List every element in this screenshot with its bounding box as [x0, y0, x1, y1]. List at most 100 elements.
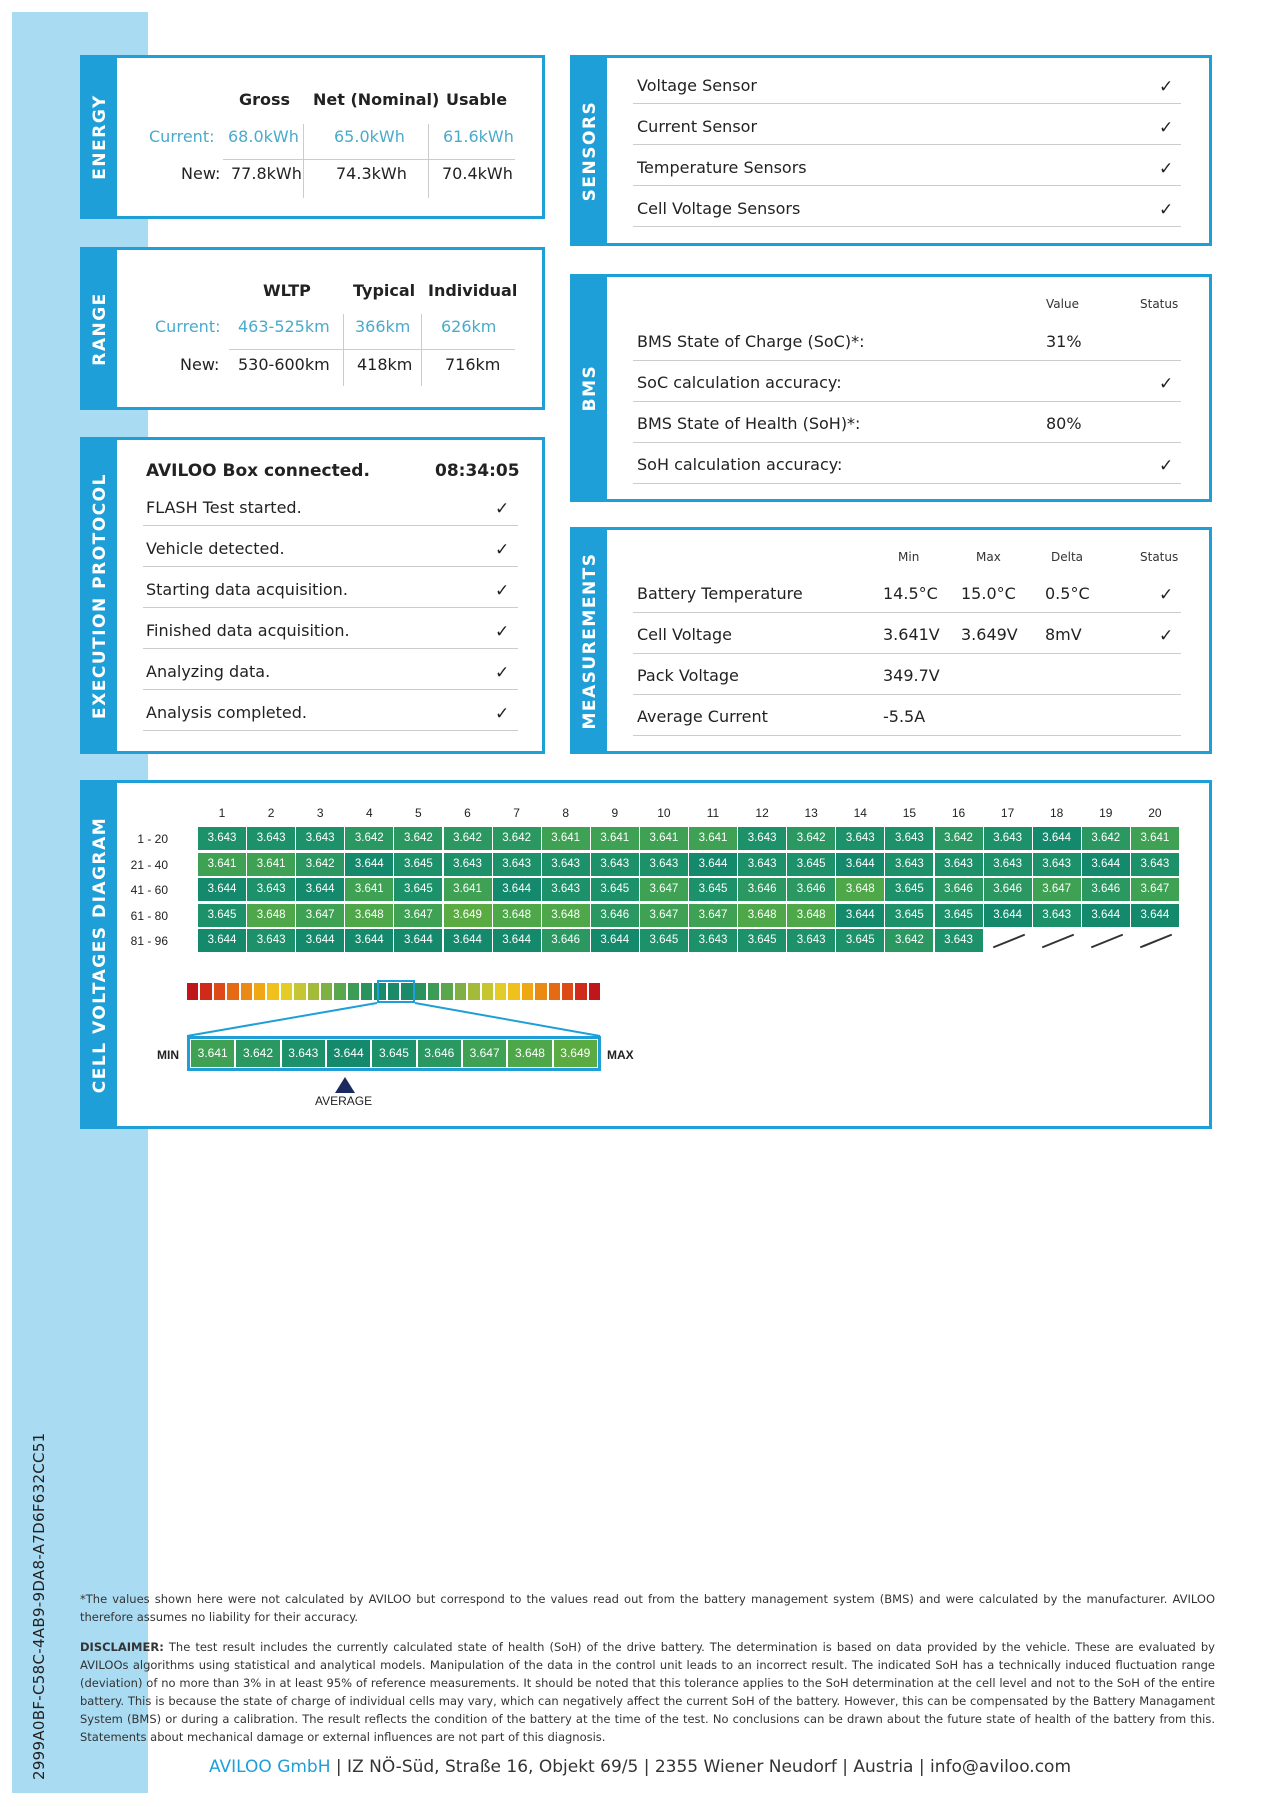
cell-voltage: 3.643: [443, 852, 492, 876]
column-header: 1: [218, 806, 226, 820]
footer-address: | IZ NÖ-Süd, Straße 16, Objekt 69/5 | 23…: [330, 1757, 1072, 1777]
range-current-typical: 366km: [355, 317, 411, 336]
cell-voltage: 3.644: [836, 852, 885, 876]
cell-voltage: 3.644: [689, 852, 737, 876]
cell-voltage: 3.642: [296, 852, 345, 876]
divider: [633, 653, 1181, 654]
cell-voltage: 3.645: [738, 929, 787, 952]
cell-voltage: 3.641: [345, 878, 394, 901]
bms-row-label: SoH calculation accuracy:: [637, 455, 843, 474]
gradient-segment: [347, 983, 360, 1000]
cell-voltage: 3.643: [1130, 852, 1179, 876]
cell-voltage: 3.644: [345, 929, 394, 952]
energy-new-net: 74.3kWh: [336, 164, 407, 183]
check-icon: ✓: [1159, 456, 1174, 476]
column-header: 5: [415, 806, 422, 820]
range-header-wltp: WLTP: [263, 281, 311, 300]
column-header: 7: [513, 806, 520, 820]
cell-voltage: 3.648: [247, 903, 296, 927]
cell-voltage: 3.648: [541, 903, 590, 927]
execution-step: Starting data acquisition.: [146, 580, 348, 599]
cell-voltage: 3.646: [787, 878, 836, 901]
measurement-label: Pack Voltage: [637, 666, 739, 685]
meas-col-max: Max: [976, 550, 1001, 564]
execution-step: Analyzing data.: [146, 662, 271, 681]
range-current-individual: 626km: [441, 317, 497, 336]
check-icon: ✓: [1159, 118, 1174, 138]
execution-step: Vehicle detected.: [146, 539, 285, 558]
column-header: 12: [755, 806, 769, 820]
cell-voltage: 3.647: [639, 903, 688, 927]
sensors-label-strip: SENSORS: [573, 58, 607, 243]
execution-step: Finished data acquisition.: [146, 621, 350, 640]
gradient-segment: [441, 983, 453, 1000]
gradient-segment: [548, 983, 560, 1000]
sensor-item: Current Sensor: [637, 117, 758, 136]
check-icon: ✓: [495, 622, 510, 642]
check-icon: ✓: [1159, 374, 1174, 394]
gradient-segment: [508, 983, 520, 1000]
bms-row-label: SoC calculation accuracy:: [637, 373, 842, 392]
cell-voltage: 3.643: [247, 878, 296, 901]
row-label: 61 - 80: [130, 908, 168, 923]
cell-voltage: 3.645: [639, 929, 688, 952]
gradient-segment: [227, 983, 239, 1000]
execution-protocol-panel: EXECUTION PROTOCOL AVILOO Box connected.…: [80, 437, 545, 754]
cell-voltage: 3.644: [296, 878, 345, 901]
legend-scale-value: 3.647: [462, 1040, 507, 1067]
range-current-wltp: 463-525km: [238, 317, 330, 336]
cell-voltage: 3.643: [247, 827, 296, 850]
legend-scale-value: 3.648: [508, 1040, 552, 1067]
column-header: 8: [562, 806, 570, 820]
legend-scale-value: 3.644: [326, 1040, 371, 1067]
gradient-segment: [454, 983, 467, 1000]
gradient-segment: [307, 983, 319, 1000]
energy-current-usable: 61.6kWh: [443, 127, 514, 146]
cell-voltage: 3.647: [689, 903, 737, 927]
column-header: 15: [902, 806, 917, 820]
measurement-delta: 8mV: [1045, 625, 1082, 644]
gradient-segment: [374, 983, 386, 1000]
cell-voltage: 3.642: [787, 827, 836, 850]
cell-voltage: 3.642: [885, 929, 934, 952]
cell-voltage: 3.643: [983, 852, 1032, 876]
energy-new-gross: 77.8kWh: [231, 164, 302, 183]
check-icon: ✓: [495, 663, 510, 683]
legend-scale-value: 3.645: [372, 1040, 416, 1067]
gradient-segment: [401, 983, 413, 1000]
meas-col-delta: Delta: [1051, 550, 1084, 564]
cell-voltage: 3.643: [885, 827, 934, 850]
divider: [143, 566, 518, 567]
bms-row-label: BMS State of Health (SoH)*:: [637, 414, 861, 433]
cell-voltage: 3.644: [1081, 852, 1130, 876]
divider: [633, 360, 1181, 361]
column-header: 13: [804, 806, 818, 820]
divider: [143, 648, 518, 649]
cell-voltage: 3.644: [492, 878, 541, 901]
cell-voltage: 3.643: [836, 827, 885, 850]
legend-scale-value: 3.643: [281, 1040, 325, 1067]
cell-voltage: 3.643: [198, 827, 246, 850]
execution-step: Analysis completed.: [146, 703, 307, 722]
cell-voltage: 3.644: [394, 929, 443, 952]
gradient-segment: [187, 983, 199, 1000]
column-header: 14: [853, 806, 867, 820]
energy-header-net: Net (Nominal): [313, 90, 440, 109]
disclaimer-text: The test result includes the currently c…: [80, 1640, 1215, 1744]
cell-voltage: 3.645: [885, 903, 934, 927]
cell-voltage: 3.643: [1032, 903, 1081, 927]
gradient-segment: [387, 983, 400, 1000]
gradient-segment: [267, 983, 279, 1000]
cell-voltage: 3.641: [443, 878, 492, 901]
cell-voltage: 3.641: [639, 827, 688, 850]
cell-voltage: 3.643: [934, 852, 983, 876]
cell-voltage: 3.643: [738, 827, 787, 850]
energy-header-gross: Gross: [239, 90, 291, 109]
row-label: 1 - 20: [137, 832, 168, 846]
bms-row-label: BMS State of Charge (SoC)*:: [637, 332, 865, 351]
gradient-segment: [361, 983, 373, 1000]
footer-company: AVILOO GmbH: [208, 1757, 331, 1777]
sensors-panel: SENSORS Voltage Sensor ✓ Current Sensor ✓ Te…: [570, 55, 1212, 246]
column-header: 17: [1000, 806, 1015, 820]
voltage-gradient-scale: [187, 983, 601, 1000]
